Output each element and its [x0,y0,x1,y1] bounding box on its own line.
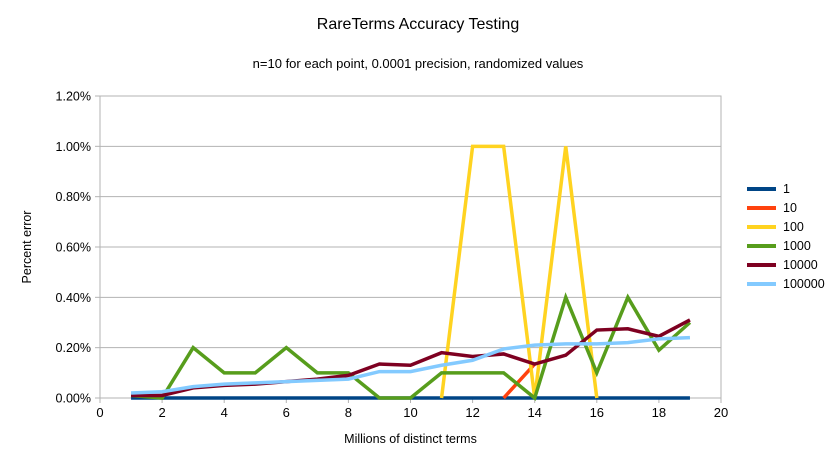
y-tick-label: 0.00% [56,392,91,406]
legend-label: 100 [783,219,804,234]
x-tick-label: 0 [96,405,103,420]
legend-swatch-1000 [747,243,776,248]
y-tick-label: 0.80% [56,190,91,204]
chart-title: RareTerms Accuracy Testing [316,16,520,33]
legend-label: 1000 [783,238,811,253]
legend-item-10000: 10000 [747,255,825,274]
x-axis-title: Millions of distinct terms [344,432,477,446]
legend-item-100: 100 [747,217,825,236]
legend-item-1: 1 [747,179,825,198]
y-tick-label: 0.40% [56,291,91,305]
legend-swatch-100000 [747,281,776,286]
x-tick-label: 12 [465,405,479,420]
legend-label: 100000 [783,276,825,291]
x-tick-label: 10 [403,405,417,420]
legend-swatch-10 [747,205,776,210]
legend-label: 1 [783,181,790,196]
legend-item-1000: 1000 [747,236,825,255]
legend-label: 10000 [783,257,818,272]
x-tick-label: 2 [158,405,165,420]
series-line-100 [439,144,599,399]
x-tick-label: 8 [345,405,352,420]
legend-swatch-100 [747,224,776,229]
y-tick-label: 0.60% [56,241,91,255]
legend-label: 10 [783,200,797,215]
y-tick-label: 1.20% [56,90,91,104]
x-tick-label: 16 [590,405,604,420]
legend-swatch-10000 [747,262,776,267]
x-tick-label: 18 [652,405,666,420]
legend-item-100000: 100000 [747,274,825,293]
series-line-100000 [130,335,691,395]
y-tick-label: 0.20% [56,341,91,355]
y-tick-label: 1.00% [56,140,91,154]
x-tick-label: 4 [221,405,228,420]
x-tick-label: 14 [527,405,541,420]
x-tick-label: 6 [283,405,290,420]
series-line-1000 [130,292,692,401]
legend: 1 10 100 1000 10000 100000 [747,179,825,293]
legend-swatch-1 [747,186,776,191]
legend-item-10: 10 [747,198,825,217]
chart-subtitle: n=10 for each point, 0.0001 precision, r… [252,56,584,71]
x-tick-label: 20 [714,405,728,420]
